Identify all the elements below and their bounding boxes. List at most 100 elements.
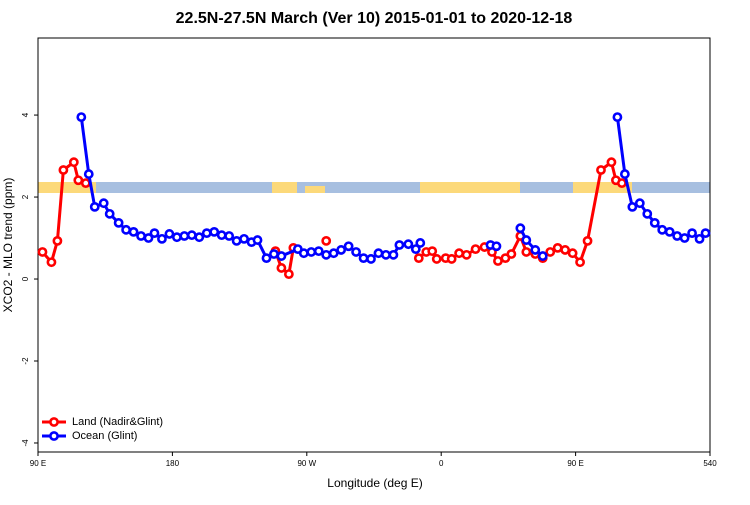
data-point bbox=[276, 251, 287, 261]
data-point bbox=[521, 247, 532, 257]
data-point bbox=[619, 169, 630, 179]
data-point bbox=[306, 247, 317, 257]
legend-label: Land (Nadir&Glint) bbox=[72, 416, 163, 428]
data-point bbox=[351, 247, 361, 257]
data-point bbox=[461, 249, 472, 260]
data-point bbox=[545, 247, 556, 257]
data-point bbox=[224, 231, 235, 241]
data-point bbox=[179, 231, 190, 241]
data-point bbox=[491, 241, 502, 252]
data-point bbox=[186, 230, 197, 241]
data-point bbox=[582, 236, 593, 246]
data-point bbox=[427, 246, 438, 257]
map-strip bbox=[38, 182, 710, 193]
data-point bbox=[394, 240, 405, 250]
data-point bbox=[560, 245, 571, 255]
legend: Land (Nadir&Glint) Ocean (Glint) bbox=[42, 416, 163, 442]
y-tick-label: -2 bbox=[21, 357, 30, 365]
x-tick-label: 90 E bbox=[30, 459, 46, 468]
data-point bbox=[52, 236, 63, 246]
data-point bbox=[664, 226, 675, 237]
data-point bbox=[381, 249, 391, 260]
data-point bbox=[366, 254, 376, 264]
data-point bbox=[470, 244, 481, 254]
data-point bbox=[493, 256, 503, 266]
data-point bbox=[454, 248, 465, 259]
data-point bbox=[76, 112, 87, 123]
data-point bbox=[403, 239, 414, 250]
data-point bbox=[98, 198, 109, 209]
data-point bbox=[68, 157, 79, 168]
data-point bbox=[700, 228, 711, 239]
data-point bbox=[388, 249, 399, 260]
data-point bbox=[446, 254, 457, 264]
data-point bbox=[46, 257, 57, 268]
data-point bbox=[89, 201, 100, 212]
data-point bbox=[239, 233, 249, 244]
plot-frame bbox=[37, 37, 711, 453]
data-point bbox=[164, 229, 175, 239]
y-axis-label: XCO2 - MLO trend (ppm) bbox=[1, 178, 15, 313]
y-tick-label: 0 bbox=[21, 276, 30, 281]
data-point bbox=[201, 228, 212, 239]
data-point bbox=[269, 249, 279, 259]
data-point bbox=[373, 248, 384, 259]
data-point bbox=[113, 217, 124, 228]
data-point bbox=[679, 233, 690, 243]
data-point bbox=[136, 231, 146, 241]
data-point bbox=[276, 263, 287, 273]
data-point bbox=[343, 241, 354, 252]
data-point bbox=[298, 248, 309, 259]
data-point bbox=[358, 253, 369, 264]
data-point bbox=[575, 257, 585, 268]
data-point bbox=[283, 269, 294, 280]
data-point bbox=[672, 231, 683, 241]
data-point bbox=[606, 157, 617, 168]
data-point bbox=[634, 198, 645, 209]
data-point bbox=[627, 201, 638, 212]
y-tick-label: 4 bbox=[21, 112, 30, 117]
data-point bbox=[530, 245, 541, 255]
data-point bbox=[104, 208, 115, 219]
data-point bbox=[328, 248, 339, 259]
legend-swatch-point bbox=[49, 417, 59, 427]
data-point bbox=[431, 254, 442, 264]
data-point bbox=[216, 230, 227, 241]
data-point bbox=[252, 235, 263, 245]
data-point bbox=[83, 169, 94, 179]
data-point bbox=[694, 233, 705, 244]
data-point bbox=[521, 235, 532, 245]
y-tick-label: 2 bbox=[21, 194, 30, 199]
data-point bbox=[537, 251, 548, 261]
data-point bbox=[415, 238, 426, 248]
data-point bbox=[596, 165, 606, 175]
x-tick-label: 180 bbox=[166, 459, 180, 468]
x-tick-label: 90 W bbox=[297, 459, 316, 468]
data-point bbox=[128, 226, 139, 237]
data-point bbox=[157, 233, 167, 244]
data-point bbox=[506, 249, 517, 259]
data-point bbox=[80, 178, 91, 189]
data-point bbox=[261, 253, 272, 264]
data-point bbox=[321, 236, 332, 246]
data-point bbox=[73, 175, 84, 186]
data-point bbox=[321, 249, 332, 260]
chart-title: 22.5N-27.5N March (Ver 10) 2015-01-01 to… bbox=[176, 10, 573, 27]
legend-label: Ocean (Glint) bbox=[72, 430, 137, 442]
y-tick-label: -4 bbox=[21, 439, 30, 447]
data-point bbox=[657, 224, 668, 235]
x-tick-label: 540 bbox=[703, 459, 717, 468]
data-point bbox=[567, 248, 578, 259]
x-tick-label: 0 bbox=[439, 459, 444, 468]
data-point bbox=[413, 253, 424, 264]
data-point bbox=[552, 242, 563, 253]
data-point bbox=[612, 112, 623, 123]
data-point bbox=[616, 178, 627, 189]
data-point bbox=[121, 224, 132, 235]
data-point bbox=[687, 228, 697, 239]
data-point bbox=[649, 217, 660, 228]
data-point bbox=[642, 208, 653, 219]
data-point bbox=[410, 244, 421, 254]
x-axis-label: Longitude (deg E) bbox=[327, 476, 422, 490]
